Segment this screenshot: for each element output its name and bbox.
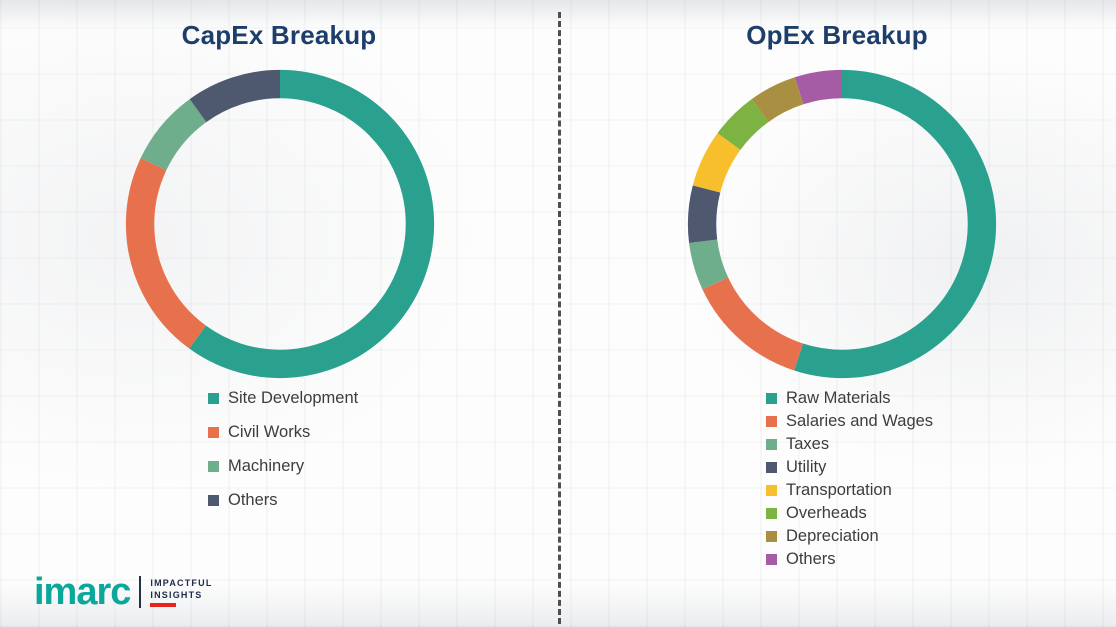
donut-segment-utility <box>687 69 997 379</box>
legend-item: Overheads <box>766 504 933 523</box>
opex-donut-chart <box>686 68 998 380</box>
capex-legend: Site Development Civil Works Machinery Othe… <box>208 389 358 525</box>
legend-label: Overheads <box>786 504 867 522</box>
legend-swatch <box>766 393 777 404</box>
legend-label: Depreciation <box>786 527 879 545</box>
legend-swatch <box>766 508 777 519</box>
legend-swatch <box>766 462 777 473</box>
legend-item: Others <box>208 491 358 510</box>
legend-label: Transportation <box>786 481 892 499</box>
legend-label: Others <box>786 550 836 568</box>
legend-swatch <box>208 461 219 472</box>
legend-item: Others <box>766 550 933 569</box>
legend-swatch <box>766 416 777 427</box>
legend-label: Machinery <box>228 457 305 475</box>
logo-tagline-line1: IMPACTFUL <box>150 577 213 588</box>
legend-label: Site Development <box>228 389 359 407</box>
legend-label: Others <box>228 491 278 509</box>
imarc-logo-text: imarc <box>34 571 131 613</box>
legend-item: Site Development <box>208 389 358 408</box>
legend-item: Salaries and Wages <box>766 412 933 431</box>
legend-item: Civil Works <box>208 423 358 442</box>
legend-swatch <box>766 554 777 565</box>
donut-segment-others <box>125 69 435 379</box>
section-divider <box>558 12 561 624</box>
legend-label: Raw Materials <box>786 389 891 407</box>
legend-swatch <box>766 485 777 496</box>
legend-label: Utility <box>786 458 827 476</box>
donut-ring <box>687 69 997 379</box>
legend-item: Machinery <box>208 457 358 476</box>
legend-swatch <box>208 393 219 404</box>
logo-tagline-line2: INSIGHTS <box>150 589 203 600</box>
legend-swatch <box>208 427 219 438</box>
capex-chart-title: CapEx Breakup <box>181 20 377 50</box>
legend-label: Taxes <box>786 435 830 453</box>
logo-divider <box>139 576 142 608</box>
imarc-logo: imarc IMPACTFUL INSIGHTS <box>34 573 213 611</box>
capex-chart-section: CapEx Breakup Site Development Civil Work… <box>124 20 436 525</box>
donut-segment-civil-works <box>125 69 435 379</box>
legend-item: Depreciation <box>766 527 933 546</box>
legend-item: Taxes <box>766 435 933 454</box>
donut-ring <box>125 69 435 379</box>
logo-red-accent <box>150 602 177 607</box>
legend-label: Civil Works <box>228 423 311 441</box>
legend-swatch <box>766 531 777 542</box>
opex-chart-section: OpEx Breakup Raw Materials Salaries and W… <box>558 0 1116 627</box>
legend-label: Salaries and Wages <box>786 412 934 430</box>
legend-swatch <box>208 495 219 506</box>
opex-legend: Raw Materials Salaries and Wages Taxes Util… <box>766 389 933 573</box>
legend-item: Utility <box>766 458 933 477</box>
legend-swatch <box>766 439 777 450</box>
legend-item: Transportation <box>766 481 933 500</box>
logo-tagline: IMPACTFUL INSIGHTS <box>150 578 212 607</box>
legend-item: Raw Materials <box>766 389 933 408</box>
donut-segment-others <box>687 69 997 379</box>
opex-chart-title: OpEx Breakup <box>746 20 928 50</box>
capex-donut-chart <box>124 68 436 380</box>
